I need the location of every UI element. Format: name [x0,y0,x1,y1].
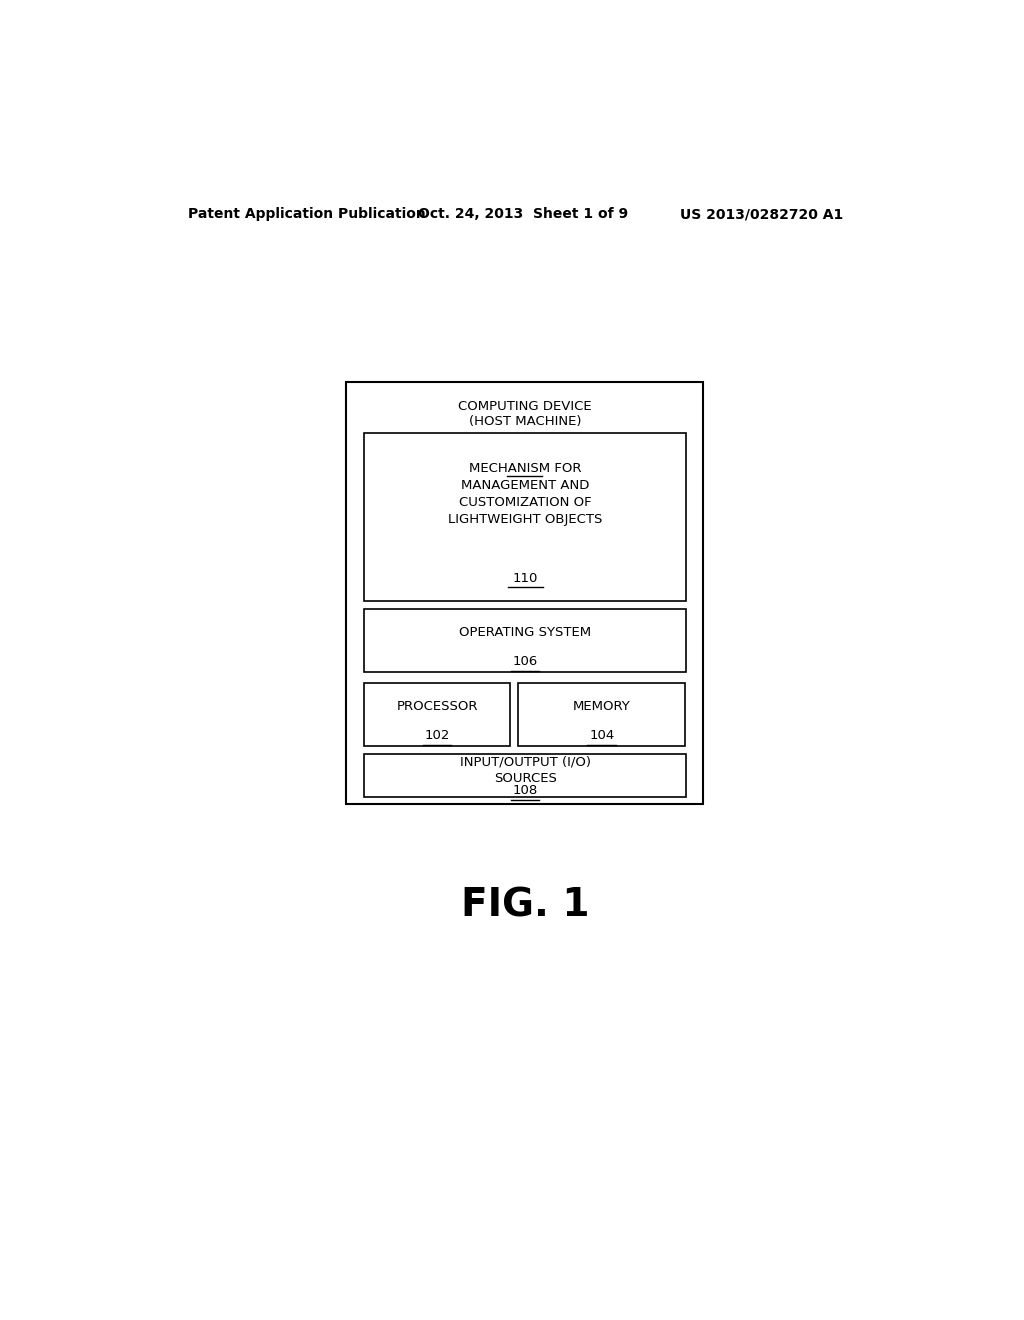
Bar [365,682,510,746]
Text: MECHANISM FOR
MANAGEMENT AND
CUSTOMIZATION OF
LIGHTWEIGHT OBJECTS: MECHANISM FOR MANAGEMENT AND CUSTOMIZATI… [449,462,602,527]
Text: 104: 104 [589,729,614,742]
Text: 102: 102 [424,729,450,742]
Text: Patent Application Publication: Patent Application Publication [187,207,425,222]
Text: COMPUTING DEVICE
(HOST MACHINE): COMPUTING DEVICE (HOST MACHINE) [458,400,592,428]
Text: 100: 100 [512,459,538,473]
Bar [365,433,686,601]
Text: 110: 110 [512,572,538,585]
Bar [346,381,703,804]
Text: 106: 106 [513,655,538,668]
Text: FIG. 1: FIG. 1 [461,887,589,924]
Bar [518,682,685,746]
Text: PROCESSOR: PROCESSOR [396,700,478,713]
Text: INPUT/OUTPUT (I/O)
SOURCES: INPUT/OUTPUT (I/O) SOURCES [460,756,591,785]
Text: OPERATING SYSTEM: OPERATING SYSTEM [459,626,591,639]
Text: 108: 108 [513,784,538,797]
Text: MEMORY: MEMORY [572,700,631,713]
Text: US 2013/0282720 A1: US 2013/0282720 A1 [680,207,843,222]
Bar [365,754,686,797]
Text: Oct. 24, 2013  Sheet 1 of 9: Oct. 24, 2013 Sheet 1 of 9 [418,207,628,222]
Bar [365,609,686,672]
